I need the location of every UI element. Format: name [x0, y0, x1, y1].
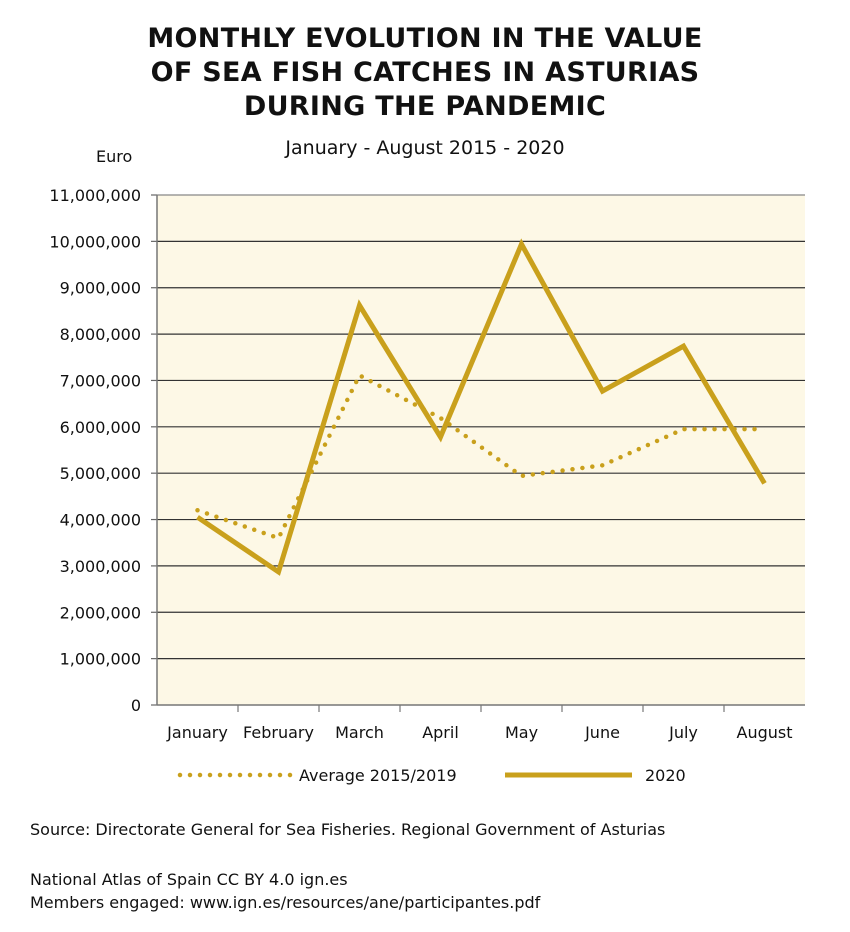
x-tick-label: January [166, 723, 228, 742]
y-tick-label: 10,000,000 [49, 232, 141, 251]
x-tick-label: May [505, 723, 538, 742]
chart-title: MONTHLY EVOLUTION IN THE VALUE OF SEA FI… [0, 22, 850, 124]
y-tick-label: 7,000,000 [60, 371, 141, 390]
series-line-average [195, 373, 767, 541]
title-line: DURING THE PANDEMIC [243, 91, 607, 122]
legend-label: Average 2015/2019 [299, 766, 457, 785]
source-note: Source: Directorate General for Sea Fish… [30, 820, 666, 839]
series-line-2020 [196, 238, 767, 576]
plot-area [157, 195, 805, 705]
y-tick-label: 11,000,000 [49, 186, 141, 205]
title-line: OF SEA FISH CATCHES IN ASTURIAS [150, 57, 700, 88]
x-tick-label: June [584, 723, 620, 742]
y-tick-label: 8,000,000 [60, 325, 141, 344]
legend-label: 2020 [645, 766, 686, 785]
y-tick-label: 2,000,000 [60, 603, 141, 622]
y-tick-label: 0 [131, 696, 141, 715]
y-tick-label: 4,000,000 [60, 511, 141, 530]
y-tick-label: 3,000,000 [60, 557, 141, 576]
credit-line: Members engaged: www.ign.es/resources/an… [30, 893, 541, 912]
y-tick-label: 5,000,000 [60, 464, 141, 483]
x-tick-label: August [737, 723, 793, 742]
title-line: MONTHLY EVOLUTION IN THE VALUE [147, 23, 703, 54]
credit-line: National Atlas of Spain CC BY 4.0 ign.es [30, 870, 348, 889]
x-tick-label: February [243, 723, 314, 742]
y-tick-label: 1,000,000 [60, 650, 141, 669]
x-tick-label: March [335, 723, 384, 742]
chart-subtitle: January - August 2015 - 2020 [285, 137, 565, 159]
x-tick-label: July [668, 723, 698, 742]
x-tick-label: April [422, 723, 459, 742]
y-tick-label: 9,000,000 [60, 279, 141, 298]
y-tick-label: 6,000,000 [60, 418, 141, 437]
y-axis-label: Euro [96, 147, 133, 166]
